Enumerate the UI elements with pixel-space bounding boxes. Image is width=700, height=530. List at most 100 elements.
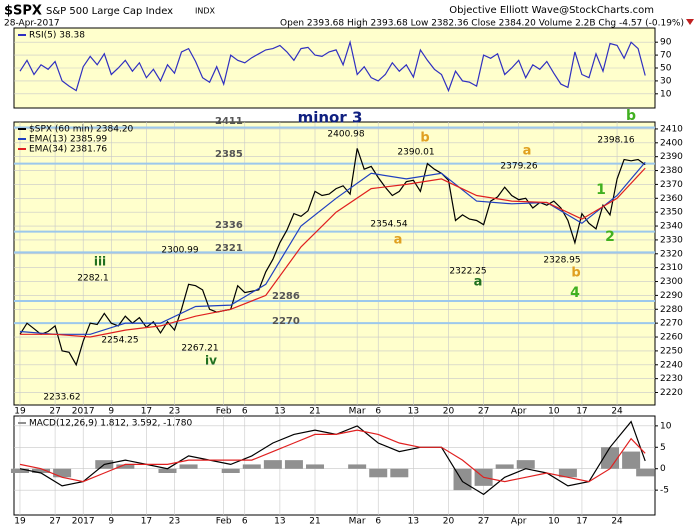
- x-tick-label: 13: [408, 407, 419, 417]
- price-label: 2254.25: [101, 336, 138, 346]
- y-tick-label: 2280: [660, 305, 683, 315]
- x-tick-label: 13: [408, 517, 419, 527]
- y-tick-label: 2230: [660, 374, 683, 384]
- series-line: [20, 167, 646, 338]
- y-tick-label: 2350: [660, 208, 683, 218]
- level-label: 2385: [215, 149, 243, 160]
- wave-label: a: [523, 144, 532, 159]
- x-tick-label: Feb: [216, 517, 232, 527]
- y-tick-label: 2370: [660, 180, 683, 190]
- wave-label: 2: [605, 229, 615, 245]
- y-tick-label: 2340: [660, 222, 683, 232]
- x-tick-label: 19: [14, 517, 26, 527]
- price-label: 2354.54: [370, 220, 407, 230]
- x-tick-label: 21: [309, 407, 320, 417]
- x-tick-label: Apr: [511, 517, 527, 527]
- index-name: S&P 500 Large Cap Index: [46, 6, 173, 17]
- y-tick-label: 10: [660, 89, 672, 99]
- x-tick-label: 6: [242, 407, 248, 417]
- x-tick-label: 6: [375, 407, 381, 417]
- x-tick-label: 13: [274, 407, 285, 417]
- series-line: [19, 39, 646, 93]
- x-tick-label: 17: [576, 517, 587, 527]
- wave-label: b: [571, 266, 580, 281]
- level-label: 2411: [215, 116, 243, 127]
- y-tick-label: 70: [660, 51, 672, 61]
- x-tick-label: 6: [375, 517, 381, 527]
- y-tick-label: 2300: [660, 277, 683, 287]
- histogram-bar: [179, 464, 198, 469]
- legend-label: EMA(34) 2381.76: [29, 145, 107, 155]
- price-label: 2300.99: [161, 246, 198, 256]
- wave-label: 4: [570, 285, 580, 301]
- price-label: 2282.1: [77, 274, 109, 284]
- wave-label: minor 3: [298, 109, 363, 127]
- y-tick-label: 50: [660, 64, 672, 74]
- y-tick-label: 2220: [660, 388, 683, 398]
- histogram-bar: [369, 468, 388, 478]
- histogram-bar: [158, 468, 177, 473]
- y-tick-label: 2360: [660, 194, 683, 204]
- y-tick-label: 2290: [660, 291, 683, 301]
- histogram-bar: [622, 451, 641, 469]
- x-tick-label: 24: [611, 517, 623, 527]
- series-line: [19, 429, 646, 483]
- y-tick-label: 2320: [660, 249, 683, 259]
- legend-label: $SPX (60 min) 2384.20: [29, 125, 134, 135]
- price-label: 2400.98: [327, 130, 364, 140]
- level-label: 2270: [272, 316, 300, 327]
- x-tick-label: 20: [443, 407, 455, 417]
- level-label: 2321: [215, 243, 243, 254]
- y-tick-label: 2240: [660, 360, 683, 370]
- x-tick-label: 17: [141, 407, 152, 417]
- y-tick-label: 5: [660, 443, 666, 453]
- x-tick-label: 9: [108, 517, 114, 527]
- x-tick-label: Mar: [349, 517, 366, 527]
- histogram-bar: [516, 460, 535, 469]
- legend-label: MACD(12,26,9) 1.812, 3.592, -1.780: [29, 419, 192, 429]
- x-tick-label: 17: [141, 517, 152, 527]
- price-label: 2322.25: [449, 267, 486, 277]
- x-tick-label: 27: [49, 407, 60, 417]
- x-tick-label: 27: [478, 517, 489, 527]
- legend-label: RSI(5) 38.38: [29, 31, 85, 41]
- wave-label: iii: [94, 255, 106, 269]
- histogram-bar: [636, 468, 655, 477]
- level-label: 2286: [272, 291, 300, 302]
- date: 28-Apr-2017: [4, 19, 60, 29]
- down-arrow: [686, 19, 694, 25]
- y-tick-label: 2400: [660, 138, 683, 148]
- x-tick-label: 2017: [72, 407, 95, 417]
- x-tick-label: Mar: [349, 407, 366, 417]
- histogram-bar: [495, 464, 514, 469]
- y-tick-label: 2410: [660, 124, 683, 134]
- x-tick-label: 20: [443, 517, 455, 527]
- histogram-bar: [558, 468, 577, 478]
- x-tick-label: 6: [242, 517, 248, 527]
- histogram-bar: [263, 460, 282, 469]
- y-tick-label: 2380: [660, 166, 683, 176]
- price-label: 2233.62: [43, 393, 80, 403]
- x-tick-label: 27: [478, 407, 489, 417]
- wave-label: 1: [596, 182, 606, 198]
- y-tick-label: 2270: [660, 319, 683, 329]
- x-tick-label: 17: [576, 407, 587, 417]
- wave-label: iv: [205, 354, 217, 368]
- wave-label: a: [394, 233, 403, 248]
- x-tick-label: Feb: [216, 407, 232, 417]
- price-label: 2267.21: [181, 344, 218, 354]
- exchange: INDX: [195, 7, 216, 16]
- x-tick-label: 9: [108, 407, 114, 417]
- panel-background: [13, 121, 656, 406]
- x-tick-label: 21: [309, 517, 320, 527]
- histogram-bar: [242, 464, 261, 469]
- x-tick-label: 24: [611, 407, 623, 417]
- wave-label: a: [474, 275, 483, 290]
- price-label: 2328.95: [543, 256, 580, 266]
- quote: Open 2393.68 High 2393.68 Low 2382.36 Cl…: [280, 19, 684, 29]
- y-tick-label: 0: [660, 464, 666, 474]
- histogram-bar: [10, 468, 29, 473]
- histogram-bar: [348, 464, 367, 469]
- x-tick-label: 10: [548, 407, 560, 417]
